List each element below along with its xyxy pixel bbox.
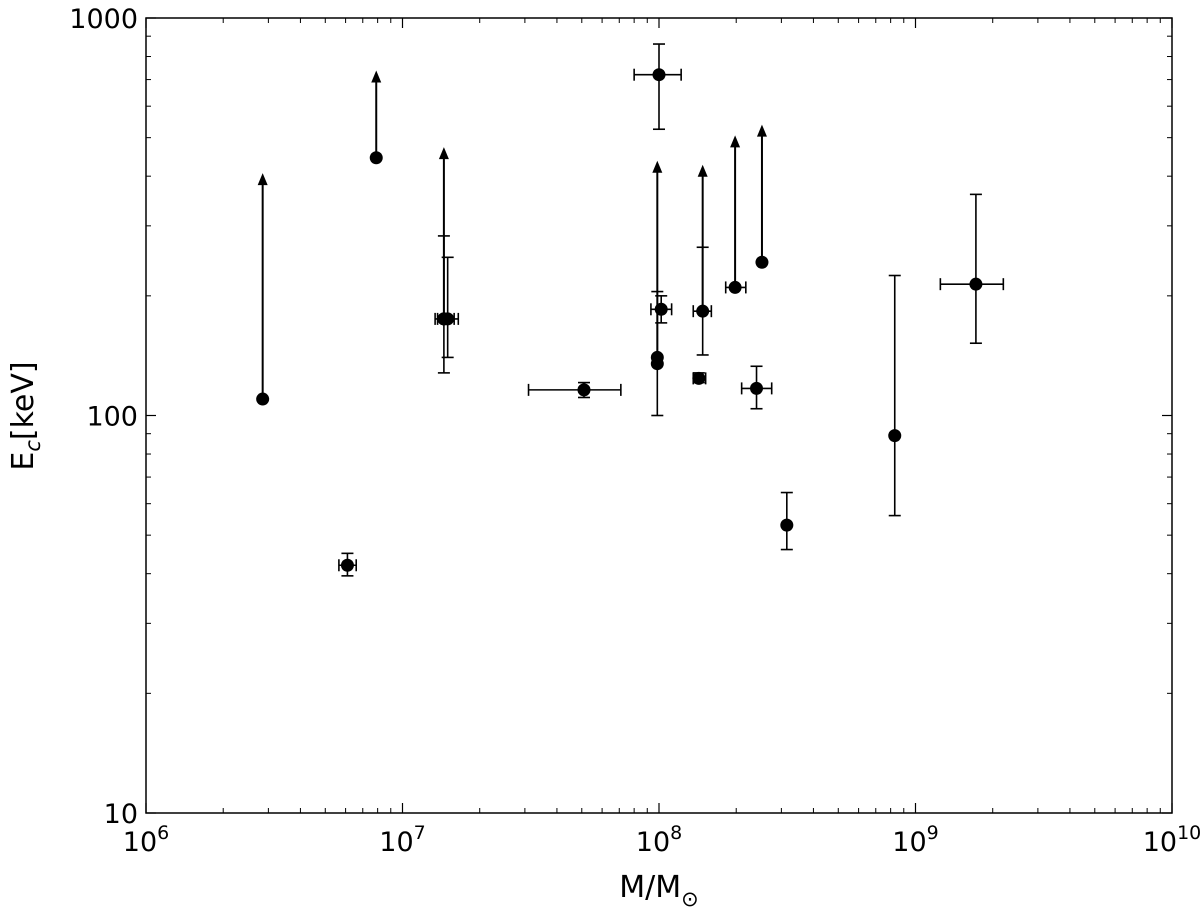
x-tick-exponent: 7 (414, 822, 426, 844)
point-marker (728, 280, 742, 294)
x-tick-label: 107 (379, 822, 425, 858)
lower-limit-arrow-head (730, 135, 741, 148)
x-tick-label: 109 (892, 822, 938, 858)
x-tick-base: 10 (379, 827, 413, 858)
data-point (256, 173, 270, 406)
point-marker (654, 302, 668, 316)
data-point (650, 350, 664, 364)
y-axis-label: Ec[keV] (6, 361, 45, 470)
y-tick-label: 10 (104, 799, 138, 830)
y-axis-label-rest: [keV] (6, 361, 41, 440)
x-tick-base: 10 (892, 827, 926, 858)
x-tick-label: 108 (636, 822, 682, 858)
data-point (755, 124, 769, 269)
point-marker (369, 151, 383, 165)
y-axis-label-sub: c (21, 440, 45, 452)
lower-limit-arrow-head (652, 160, 663, 173)
data-point (633, 43, 682, 131)
x-axis-label-sub: ⊙ (681, 887, 699, 909)
x-tick-label: 1010 (1143, 822, 1200, 858)
data-point (436, 256, 460, 359)
x-tick-exponent: 10 (1177, 822, 1200, 844)
x-tick-label: 106 (123, 822, 169, 858)
point-marker (750, 381, 764, 395)
point-marker (755, 255, 769, 269)
x-axis-label: M/M⊙ (619, 870, 698, 909)
data-point (692, 164, 713, 356)
x-tick-base: 10 (636, 827, 670, 858)
data-point (338, 552, 358, 577)
data-point (780, 491, 794, 551)
data-point (650, 295, 673, 324)
point-marker (650, 350, 664, 364)
data-point (939, 193, 1005, 345)
point-marker (437, 312, 451, 326)
point-marker (340, 558, 354, 572)
data-point (527, 381, 622, 399)
plot-frame (145, 17, 1173, 814)
x-tick-exponent: 6 (157, 822, 169, 844)
lower-limit-arrow-head (697, 164, 708, 177)
y-tick-label: 100 (86, 402, 138, 433)
data-point (740, 365, 773, 410)
point-marker (577, 383, 591, 397)
x-tick-exponent: 9 (927, 822, 939, 844)
x-tick-base: 10 (123, 827, 157, 858)
data-point (692, 371, 707, 385)
lower-limit-arrow-head (371, 70, 382, 83)
data-point (724, 135, 747, 294)
lower-limit-arrow-head (257, 173, 268, 186)
lower-limit-arrow-head (438, 147, 449, 160)
y-tick-label: 1000 (69, 4, 138, 35)
point-marker (780, 518, 794, 532)
y-axis-label-main: E (6, 452, 41, 471)
x-axis-label-main: M/M (619, 870, 681, 905)
lower-limit-arrow-head (756, 124, 767, 137)
x-tick-base: 10 (1143, 827, 1177, 858)
point-marker (696, 304, 710, 318)
chart-marks (256, 43, 1005, 577)
data-point (369, 70, 383, 165)
point-marker (969, 277, 983, 291)
x-tick-exponent: 8 (670, 822, 682, 844)
point-marker (652, 68, 666, 82)
data-point (437, 147, 451, 326)
data-point (888, 274, 902, 517)
point-marker (692, 371, 706, 385)
data-point (650, 160, 664, 417)
point-marker (888, 429, 902, 443)
point-marker (256, 392, 270, 406)
